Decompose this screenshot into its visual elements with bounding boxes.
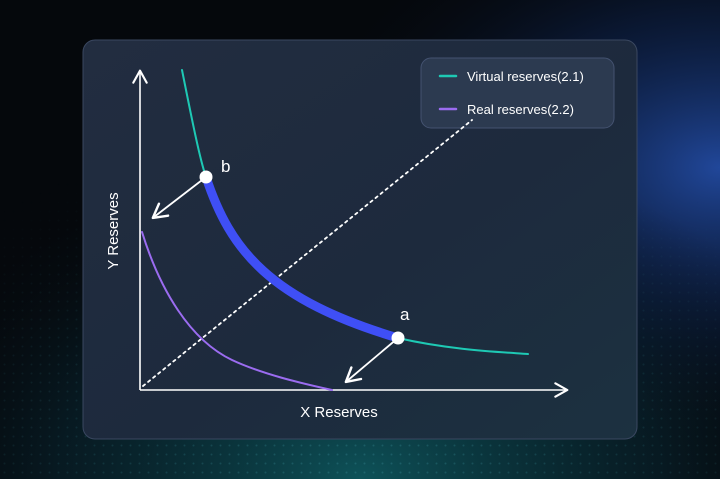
point-a-label: a [400,305,410,324]
point-a [391,331,405,345]
legend-label-virtual-reserves: Virtual reserves(2.1) [467,69,584,84]
x-axis-label: X Reserves [300,404,378,421]
point-b [199,170,213,184]
point-a-arrow [344,337,399,384]
legend: Virtual reserves(2.1) Real reserves(2.2) [420,57,615,129]
real-reserves-curve [141,231,333,391]
y-axis-label: Y Reserves [105,192,122,269]
diagram-panel [82,39,638,440]
legend-box [420,57,615,129]
diagonal-reference-line [142,119,473,387]
point-b-arrow [151,176,207,220]
legend-label-real-reserves: Real reserves(2.2) [467,102,574,117]
highlighted-trade-segment [201,172,403,343]
point-b-label: b [221,157,230,176]
